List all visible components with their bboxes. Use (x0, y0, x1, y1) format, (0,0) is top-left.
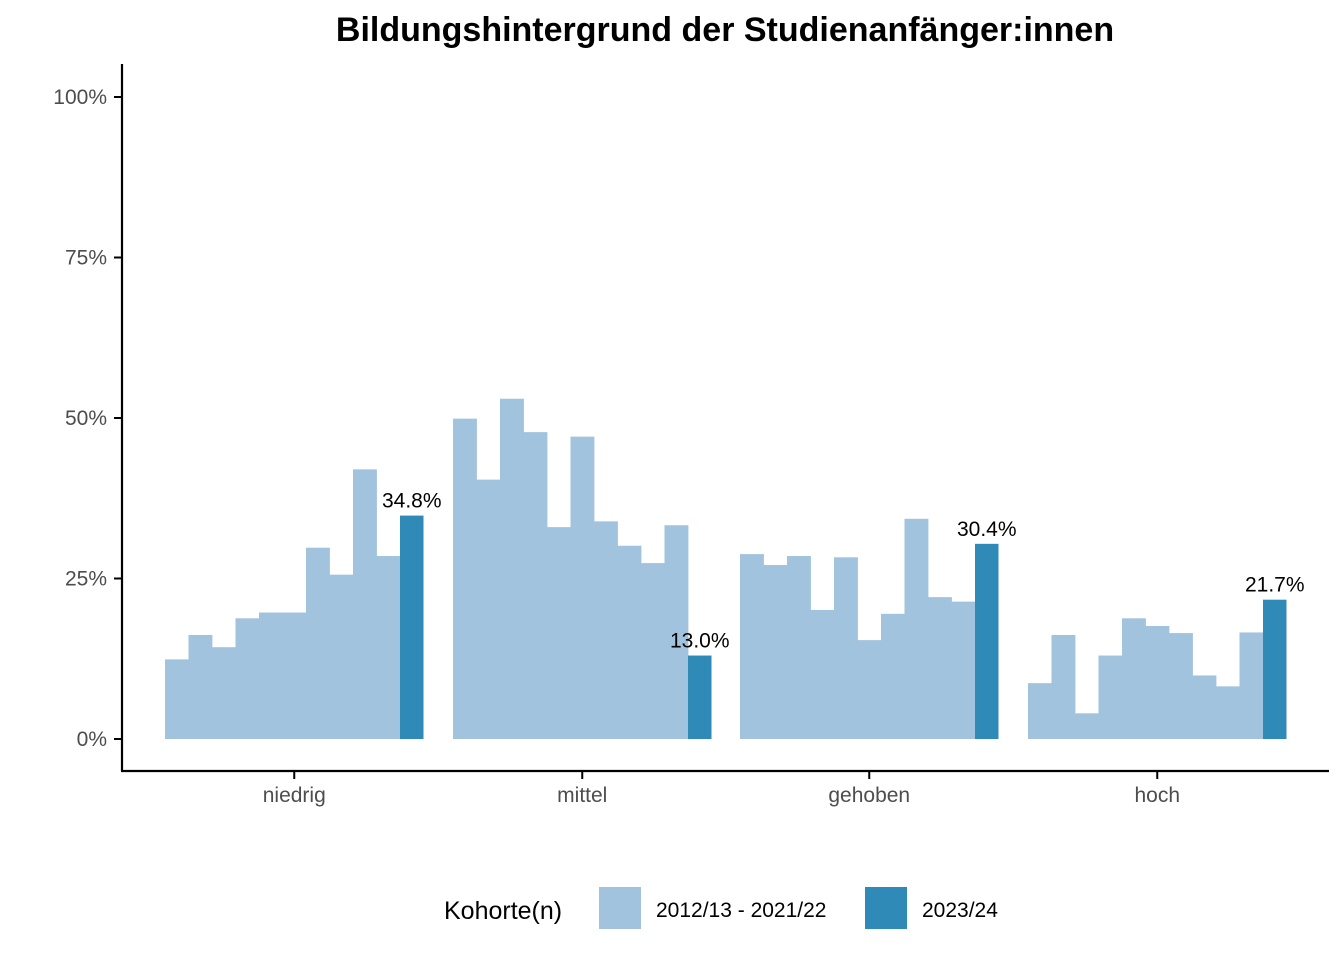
bar-niedrig-kohorte-7 (306, 547, 330, 739)
bar-hoch-kohorte-2 (1051, 635, 1076, 739)
bar-gehoben-kohorte-9 (928, 597, 952, 739)
bar-niedrig-kohorte-5 (259, 612, 283, 739)
bar-hoch-kohorte-3 (1075, 713, 1099, 739)
bar-hoch-kohorte-9 (1216, 686, 1240, 739)
legend-swatch-series-1 (599, 887, 641, 929)
bar-mittel-kohorte-10 (664, 525, 689, 739)
bar-niedrig-kohorte-9 (353, 469, 377, 739)
x-tick-label-gehoben: gehoben (828, 784, 910, 807)
bar-mittel-kohorte-4 (523, 432, 548, 739)
y-tick-label: 50% (65, 407, 107, 430)
legend-label-series-1: 2012/13 - 2021/22 (656, 899, 826, 922)
bar-mittel-2023-24 (688, 655, 712, 739)
bar-mittel-kohorte-2 (476, 479, 501, 739)
bar-gehoben-kohorte-5 (834, 557, 858, 739)
bar-gehoben-2023-24 (975, 543, 999, 739)
bar-niedrig-kohorte-6 (282, 612, 307, 739)
bar-gehoben-kohorte-3 (787, 556, 811, 739)
bar-gehoben-kohorte-4 (810, 609, 835, 739)
bar-mittel-kohorte-9 (641, 563, 665, 739)
bar-niedrig-kohorte-4 (235, 618, 260, 739)
bars-layer (165, 398, 1287, 739)
bar-niedrig-kohorte-10 (376, 556, 401, 739)
y-tick-label: 25% (65, 568, 107, 591)
bar-gehoben-kohorte-10 (951, 601, 976, 739)
y-tick-label: 75% (65, 247, 107, 270)
x-tick-label-niedrig: niedrig (263, 784, 326, 807)
bar-mittel-kohorte-5 (547, 527, 571, 739)
data-label-niedrig: 34.8% (382, 490, 442, 513)
y-tick-label: 0% (77, 728, 107, 751)
bar-gehoben-kohorte-1 (740, 554, 764, 739)
data-label-gehoben: 30.4% (957, 518, 1017, 541)
data-label-mittel: 13.0% (670, 630, 730, 653)
bar-gehoben-kohorte-7 (881, 613, 905, 739)
bar-mittel-kohorte-1 (453, 418, 477, 739)
bar-niedrig-kohorte-1 (165, 659, 189, 739)
x-tick-label-hoch: hoch (1134, 784, 1180, 807)
data-label-hoch: 21.7% (1245, 574, 1305, 597)
legend-title: Kohorte(n) (444, 897, 562, 925)
data-labels-layer: 34.8% 13.0% 30.4% 21.7% (382, 490, 1305, 653)
bar-mittel-kohorte-7 (594, 521, 618, 739)
bar-hoch-kohorte-1 (1028, 683, 1052, 739)
y-axis-ticks: 0% 25% 50% 75% 100% (53, 86, 122, 751)
bar-gehoben-kohorte-2 (763, 565, 788, 739)
legend: Kohorte(n) 2012/13 - 2021/22 2023/24 (444, 887, 998, 929)
bar-gehoben-kohorte-8 (904, 518, 929, 739)
legend-label-series-2: 2023/24 (922, 899, 998, 922)
bar-niedrig-2023-24 (400, 515, 424, 739)
bar-mittel-kohorte-8 (617, 545, 642, 739)
bar-hoch-kohorte-6 (1145, 626, 1170, 739)
bar-mittel-kohorte-3 (500, 398, 524, 739)
x-tick-label-mittel: mittel (557, 784, 607, 807)
bar-hoch-2023-24 (1263, 599, 1287, 739)
bar-hoch-kohorte-5 (1122, 618, 1146, 739)
bar-gehoben-kohorte-6 (857, 640, 882, 739)
bar-hoch-kohorte-8 (1192, 675, 1217, 739)
bar-mittel-kohorte-6 (570, 436, 595, 739)
bar-hoch-kohorte-10 (1239, 632, 1264, 739)
x-axis-ticks: niedrig mittel gehoben hoch (263, 771, 1180, 807)
bar-niedrig-kohorte-2 (188, 635, 213, 739)
legend-swatch-series-2 (865, 887, 907, 929)
bar-hoch-kohorte-7 (1169, 633, 1193, 739)
bar-hoch-kohorte-4 (1098, 655, 1123, 739)
y-tick-label: 100% (53, 86, 107, 109)
bar-niedrig-kohorte-8 (329, 574, 354, 739)
chart-title: Bildungshintergrund der Studienanfänger:… (336, 11, 1114, 49)
bar-niedrig-kohorte-3 (212, 647, 236, 739)
